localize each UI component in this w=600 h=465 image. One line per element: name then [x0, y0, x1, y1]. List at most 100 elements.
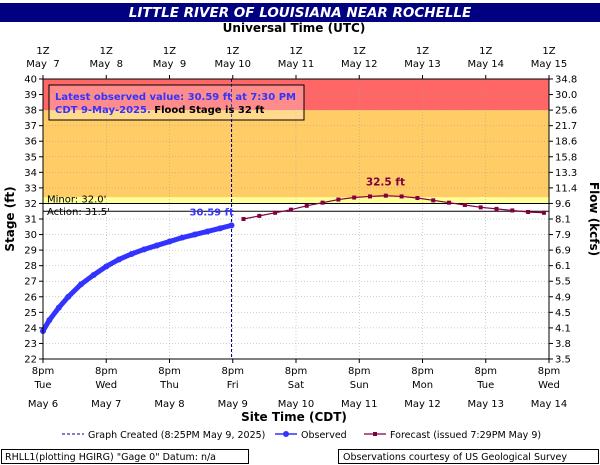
utc-tick-hour: 1Z	[36, 46, 49, 57]
flow-tick-label: 4.5	[555, 308, 571, 319]
stage-tick-label: 29	[24, 246, 37, 257]
threshold-labels: Minor: 32.0' Action: 31.5'	[47, 194, 110, 218]
utc-axis-title: Universal Time (UTC)	[223, 21, 366, 35]
flow-axis-title: Flow (kcfs)	[587, 182, 600, 256]
stage-tick-label: 26	[24, 292, 37, 303]
forecast-point	[288, 207, 293, 212]
legend: Graph Created (8:25PM May 9, 2025) Obser…	[62, 430, 541, 441]
site-tick-date: May 12	[404, 399, 441, 410]
stage-tick-label: 34	[24, 168, 37, 179]
forecast-point	[399, 194, 404, 199]
stage-tick-label: 31	[24, 215, 37, 226]
forecast-point	[304, 203, 309, 208]
site-tick-date: May 14	[531, 399, 568, 410]
utc-tick-hour: 1Z	[353, 46, 366, 57]
latest-observed-infobox: Latest observed value: 30.59 ft at 7:30 …	[48, 84, 305, 121]
flow-tick-label: 4.9	[555, 292, 571, 303]
grid-lines	[42, 78, 550, 360]
site-tick-time: 8pm	[222, 366, 244, 377]
threshold-label-1: Action: 31.5'	[47, 207, 110, 218]
crest-label: 32.5 ft	[366, 177, 405, 189]
forecast-point	[494, 206, 499, 211]
forecast-point	[320, 200, 325, 205]
site-tick-day: Mon	[412, 380, 433, 391]
flow-tick-label: 13.3	[555, 168, 577, 179]
site-tick-time: 8pm	[285, 366, 307, 377]
flow-axis: 3.5 3.8 4.1 4.5 4.9 5.5 6.1 6.9 7.9 8.1 9.6 11.4 13.…	[549, 75, 577, 366]
utc-axis-ticks: 1Z May 7 1Z May 8 1Z May 9 1Z May 10 1Z May 11 1Z M…	[26, 46, 567, 79]
footer-credit-text: Observations courtesy of US Geological S…	[343, 452, 567, 463]
stage-axis-title: Stage (ft)	[3, 186, 17, 251]
observed-point	[115, 256, 122, 263]
annotations: 30.59 ft 32.5 ft	[189, 177, 404, 219]
data-series	[40, 193, 546, 334]
site-tick-time: 8pm	[348, 366, 370, 377]
flow-tick-label: 3.5	[555, 355, 571, 366]
observed-point	[228, 222, 235, 229]
forecast-point	[352, 195, 357, 200]
stage-tick-label: 32	[24, 199, 37, 210]
site-tick-day: Sat	[288, 380, 304, 391]
observed-last-label: 30.59 ft	[189, 207, 233, 218]
footer-left-box	[1, 449, 249, 464]
stage-tick-label: 39	[24, 90, 37, 101]
stage-tick-label: 40	[24, 75, 37, 86]
infobox-flood-stage: Flood Stage is 32 ft	[151, 105, 265, 116]
observed-point	[55, 304, 62, 311]
site-tick-date: May 11	[341, 399, 378, 410]
site-axis-title: Site Time (CDT)	[241, 410, 347, 424]
legend-forecast-label: Forecast (issued 7:29PM May 9)	[390, 430, 541, 441]
stage-tick-label: 38	[24, 106, 37, 117]
footer: RHLL1(plotting HGIRG) "Gage 0" Datum: n/…	[1, 449, 599, 464]
forecast-point	[383, 193, 388, 198]
footer-right-box	[338, 449, 599, 464]
infobox-line-1: Latest observed value: 30.59 ft at 7:30 …	[55, 92, 296, 103]
site-tick-day: Sun	[350, 380, 369, 391]
title-banner-bg	[0, 3, 600, 22]
stage-tick-label: 25	[24, 308, 37, 319]
site-tick-day: Wed	[538, 380, 560, 391]
stage-tick-label: 30	[24, 230, 37, 241]
utc-tick-date: May 14	[467, 59, 504, 70]
forecast-point	[462, 203, 467, 207]
stage-tick-label: 23	[24, 339, 37, 350]
stage-tick-label: 35	[24, 152, 37, 163]
legend-observed-label: Observed	[301, 430, 347, 441]
utc-tick-hour: 1Z	[542, 46, 555, 57]
observed-point	[217, 225, 224, 232]
forecast-line	[243, 195, 544, 220]
flow-tick-label: 6.1	[555, 261, 571, 272]
site-tick-date: May 10	[278, 399, 315, 410]
flow-tick-label: 6.9	[555, 246, 571, 257]
zone-minor-edge	[43, 197, 549, 204]
observed-point	[141, 246, 148, 253]
stage-tick-label: 36	[24, 137, 37, 148]
flow-tick-label: 8.1	[555, 215, 571, 226]
flow-tick-label: 15.8	[555, 152, 577, 163]
infobox-frame	[48, 84, 305, 121]
utc-tick-date: May 7	[26, 59, 59, 70]
utc-tick-date: May 11	[278, 59, 315, 70]
flow-tick-label: 11.4	[555, 183, 577, 194]
flow-tick-label: 4.1	[555, 323, 571, 334]
site-tick-day: Wed	[95, 380, 117, 391]
utc-tick-date: May 9	[153, 59, 186, 70]
stage-tick-label: 24	[24, 323, 37, 334]
stage-tick-label: 37	[24, 121, 37, 132]
site-tick-date: May 9	[218, 399, 248, 410]
observed-point	[191, 231, 198, 238]
site-tick-date: May 7	[91, 399, 121, 410]
flow-tick-label: 5.5	[555, 277, 571, 288]
site-tick-day: Tue	[33, 380, 51, 391]
utc-tick-hour: 1Z	[289, 46, 302, 57]
forecast-point	[478, 205, 483, 210]
legend-forecast-marker	[373, 432, 377, 436]
forecast-point	[273, 210, 278, 215]
utc-tick-date: May 12	[341, 59, 378, 70]
forecast-point	[431, 198, 436, 203]
stage-tick-label: 28	[24, 261, 37, 272]
site-tick-time: 8pm	[32, 366, 54, 377]
stage-tick-label: 27	[24, 277, 37, 288]
stage-tick-label: 33	[24, 183, 37, 194]
